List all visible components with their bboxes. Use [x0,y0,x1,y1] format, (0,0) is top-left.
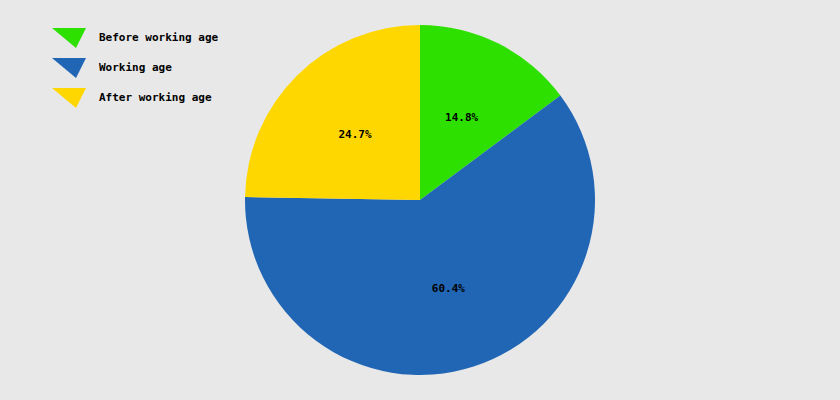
legend-label: After working age [99,91,212,104]
background [0,0,840,400]
legend-label: Working age [99,61,172,74]
legend-marker [52,58,86,78]
data-label: 14.8% [445,111,478,124]
data-label: 24.7% [338,128,371,141]
legend-label: Before working age [99,31,219,44]
data-label: 60.4% [432,282,465,295]
legend-marker [52,88,86,108]
pie-slice [245,25,420,200]
chart: 14.8% 60.4% 24.7% Before working age Working… [0,0,840,400]
legend-marker [52,28,86,48]
